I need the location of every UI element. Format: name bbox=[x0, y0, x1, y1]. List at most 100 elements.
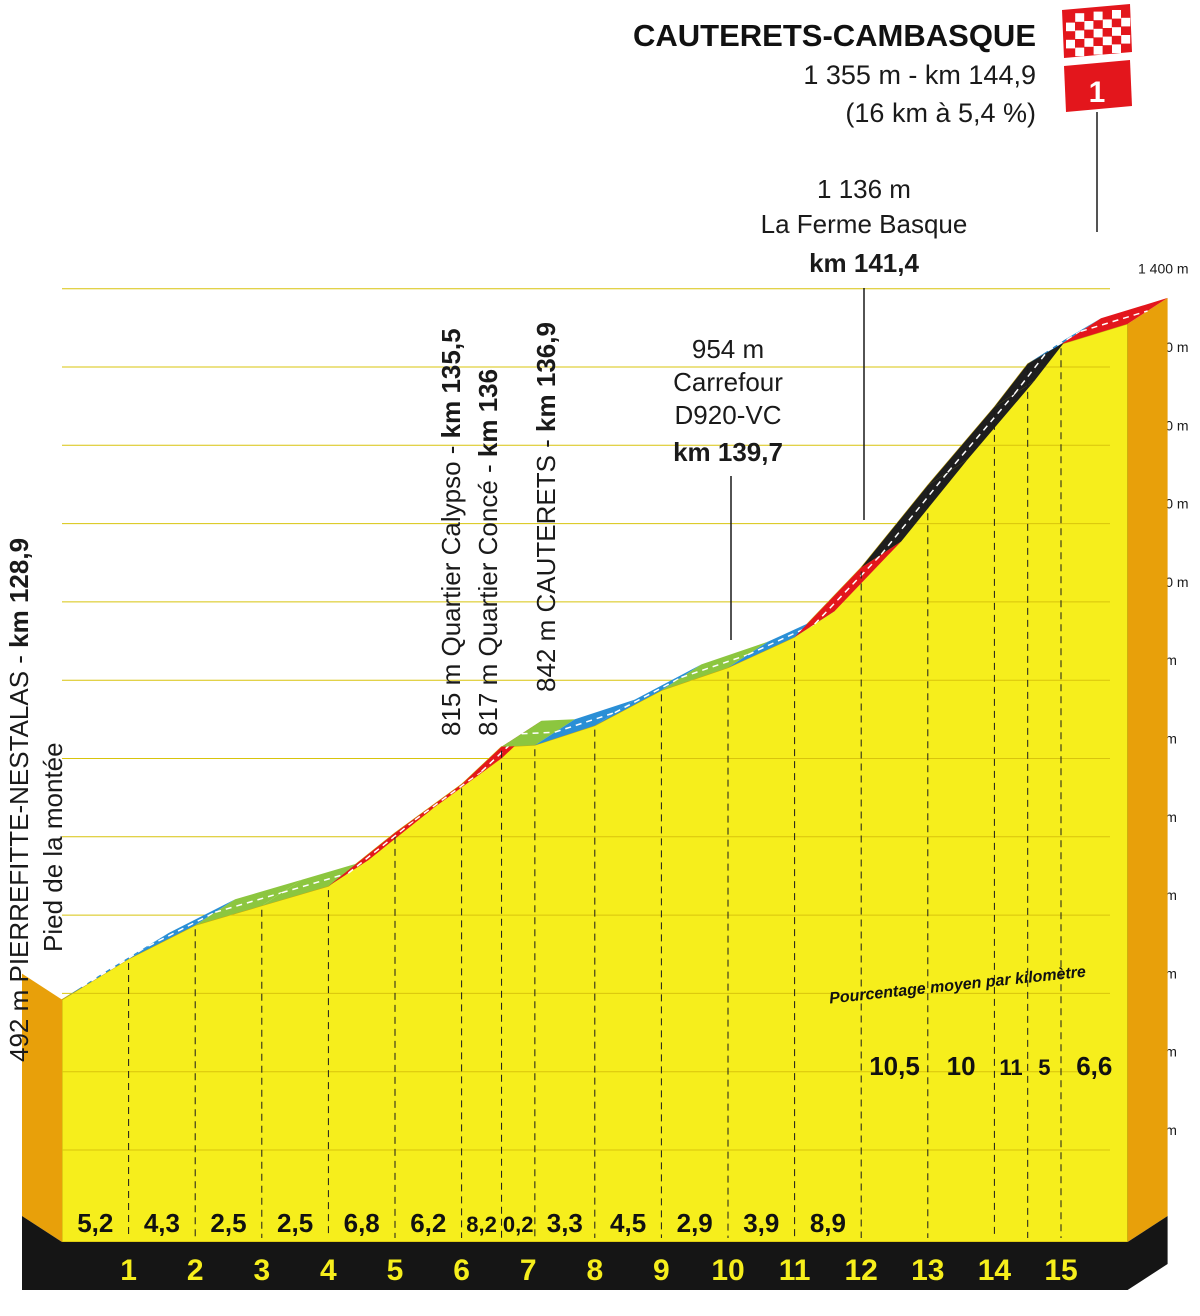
km-marker: 2 bbox=[187, 1254, 204, 1287]
gradient-label: 0,2 bbox=[503, 1212, 534, 1237]
checker-square bbox=[1121, 35, 1131, 44]
checker-square bbox=[1075, 13, 1085, 22]
km-marker: 8 bbox=[586, 1254, 603, 1287]
checker-square bbox=[1112, 27, 1121, 36]
waypoint-calypso: 815 m Quartier Calypso - km 135,5 bbox=[436, 328, 466, 736]
ferme-altitude: 1 136 m bbox=[817, 174, 911, 204]
gradient-labels: 5,2 4,3 2,5 2,5 6,8 6,2 8,2 0,2 3,3 4,5 2,9 3,9 8,9 1… bbox=[77, 1051, 1112, 1238]
road-segments bbox=[62, 297, 1168, 1000]
start-label-km: km 128,9 bbox=[4, 538, 34, 648]
category-badge: 1 bbox=[1089, 76, 1106, 109]
summit-gradient: (16 km à 5,4 %) bbox=[845, 98, 1036, 128]
checker-square bbox=[1075, 47, 1085, 57]
checker-square bbox=[1121, 17, 1131, 27]
road-centerline bbox=[814, 553, 882, 625]
waypoint-calypso-name: 815 m Quartier Calypso - bbox=[436, 438, 466, 736]
checker-square bbox=[1084, 38, 1094, 47]
road-centerline bbox=[214, 891, 283, 913]
gradient-label: 10 bbox=[947, 1051, 976, 1081]
road-centerline bbox=[81, 945, 149, 988]
road-segment bbox=[861, 459, 968, 568]
altitude-tick: 1 400 m bbox=[1138, 261, 1189, 277]
road-centerline bbox=[521, 731, 555, 735]
category-flag-shape bbox=[1064, 60, 1132, 112]
gradient-label: 4,5 bbox=[610, 1208, 646, 1238]
road-centerline bbox=[880, 471, 949, 555]
gradient-label: 6,2 bbox=[410, 1208, 446, 1238]
waypoint-calypso-km: km 135,5 bbox=[436, 328, 466, 438]
gradient-label: 2,5 bbox=[277, 1208, 313, 1238]
km-marker: 9 bbox=[653, 1254, 670, 1287]
km-marker: 13 bbox=[911, 1254, 944, 1287]
waypoint-conce: 817 m Quartier Concé - km 136 bbox=[473, 369, 503, 736]
checker-square bbox=[1084, 21, 1094, 30]
waypoint-carrefour: 954 m Carrefour D920-VC km 139,7 bbox=[673, 334, 783, 640]
waypoint-cauterets-name: 842 m CAUTERETS - bbox=[531, 432, 561, 692]
road-segment bbox=[1027, 318, 1101, 364]
carrefour-name: Carrefour bbox=[673, 367, 783, 397]
road-centerline bbox=[681, 653, 749, 679]
checker-square bbox=[1075, 30, 1085, 39]
finish-flag-icon bbox=[1062, 4, 1132, 58]
svg-text:842 m CAUTERETS - km 136,9: 842 m CAUTERETS - km 136,9 bbox=[531, 322, 561, 692]
km-dividers bbox=[128, 348, 1062, 1238]
gradient-label: 3,3 bbox=[547, 1208, 583, 1238]
waypoint-conce-name: 817 m Quartier Concé - bbox=[473, 457, 503, 736]
gradient-label: 10,5 bbox=[869, 1051, 920, 1081]
km-marker: 4 bbox=[320, 1254, 337, 1287]
ferme-km: km 141,4 bbox=[809, 248, 919, 278]
checker-square bbox=[1102, 36, 1112, 46]
checker-square bbox=[1066, 22, 1075, 32]
road-centerline bbox=[1080, 310, 1148, 333]
checkered-pattern bbox=[1066, 10, 1131, 57]
profile-start-side bbox=[22, 973, 62, 1242]
road-segment bbox=[534, 699, 635, 746]
road-centerline bbox=[347, 819, 416, 874]
km-marker: 14 bbox=[978, 1254, 1012, 1287]
checker-square bbox=[1093, 28, 1103, 38]
gradient-label: 3,9 bbox=[743, 1208, 779, 1238]
start-sublabel: Pied de la montée bbox=[38, 742, 68, 952]
gradient-label: 5 bbox=[1038, 1055, 1050, 1080]
km-marker: 10 bbox=[711, 1254, 744, 1287]
altitude-grid bbox=[62, 288, 1110, 1151]
km-marker: 1 bbox=[120, 1254, 137, 1287]
svg-text:815 m Quartier Calypso - km 13: 815 m Quartier Calypso - km 135,5 bbox=[436, 328, 466, 736]
gradient-label: 5,2 bbox=[77, 1208, 113, 1238]
summit-name: CAUTERETS-CAMBASQUE bbox=[633, 18, 1036, 53]
gradient-label: 2,5 bbox=[210, 1208, 246, 1238]
road-centerline bbox=[281, 872, 349, 894]
waypoint-cauterets-km: km 136,9 bbox=[531, 322, 561, 432]
km-marker: 12 bbox=[845, 1254, 878, 1287]
km-marker: 6 bbox=[453, 1254, 470, 1287]
km-markers: 1 2 3 4 5 6 7 8 9 10 11 12 13 14 15 bbox=[120, 1254, 1077, 1287]
checker-square bbox=[1093, 46, 1103, 55]
summit-altitude-km: 1 355 m - km 144,9 bbox=[803, 60, 1036, 90]
carrefour-road: D920-VC bbox=[675, 400, 782, 430]
checker-square bbox=[1093, 11, 1103, 21]
gradient-label: 8,2 bbox=[466, 1212, 497, 1237]
checker-square bbox=[1112, 10, 1121, 19]
gradient-label: 6,8 bbox=[344, 1208, 380, 1238]
road-segment bbox=[927, 380, 1035, 486]
gradient-label: 4,3 bbox=[144, 1208, 180, 1238]
gradient-label: 6,6 bbox=[1076, 1051, 1112, 1081]
start-label: 492 m PIERREFITTE-NESTALAS - km 128,9 bbox=[4, 538, 34, 1062]
checker-square bbox=[1066, 39, 1075, 49]
carrefour-altitude: 954 m bbox=[692, 334, 764, 364]
km-marker: 11 bbox=[779, 1254, 811, 1287]
gradient-label: 8,9 bbox=[810, 1208, 846, 1238]
checker-square bbox=[1102, 19, 1112, 28]
waypoint-cauterets: 842 m CAUTERETS - km 136,9 bbox=[531, 322, 561, 692]
road-segment bbox=[328, 806, 435, 887]
road-centerline bbox=[614, 676, 682, 714]
road-centerline bbox=[414, 770, 483, 821]
road-segment bbox=[395, 758, 502, 833]
road-centerline bbox=[1013, 350, 1049, 395]
category-flag-icon: 1 bbox=[1064, 60, 1132, 232]
gradient-label: 11 bbox=[999, 1055, 1022, 1080]
road-centerline bbox=[747, 623, 815, 656]
km-base-bar bbox=[22, 1216, 1168, 1290]
waypoint-ferme-basque: 1 136 m La Ferme Basque km 141,4 bbox=[761, 174, 967, 520]
